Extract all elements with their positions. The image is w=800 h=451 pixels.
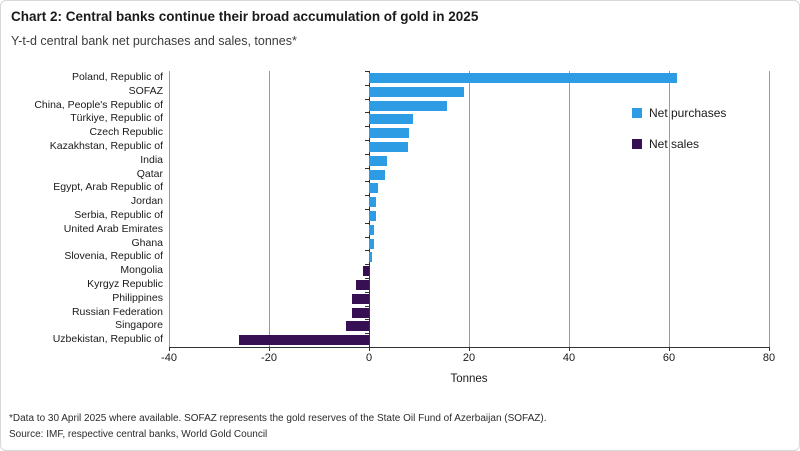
category-tick-mark <box>364 333 369 334</box>
y-category-label: Egypt, Arab Republic of <box>53 181 163 194</box>
y-category-label: China, People's Republic of <box>34 98 163 111</box>
y-category-label: Türkiye, Republic of <box>70 112 163 125</box>
category-tick-mark <box>364 209 369 210</box>
gridline <box>468 71 470 347</box>
bar-net-purchase <box>369 224 374 235</box>
category-tick-mark <box>364 250 369 251</box>
legend-label: Net purchases <box>649 106 727 120</box>
plot-area <box>168 71 770 351</box>
category-tick-mark <box>364 85 369 86</box>
bar-net-sale <box>239 335 369 346</box>
category-tick-mark <box>364 195 369 196</box>
x-axis-tick-mark <box>168 347 170 351</box>
y-category-label: Singapore <box>115 319 163 332</box>
x-axis-tick-labels: -40 -20 0 20 40 60 80 <box>161 352 775 366</box>
bar-net-purchase <box>369 183 378 194</box>
bar-net-sale <box>352 307 369 318</box>
x-axis-title: Tonnes <box>450 373 488 385</box>
x-tick-label: 60 <box>662 352 676 364</box>
category-tick-mark <box>364 181 369 182</box>
x-axis-tick-mark <box>468 347 470 351</box>
bar-net-purchase <box>369 141 408 152</box>
category-tick-mark <box>364 347 369 348</box>
y-category-label: Ghana <box>131 236 163 249</box>
category-tick-mark <box>364 292 369 293</box>
gridline <box>168 71 170 347</box>
zero-axis-line <box>368 71 370 347</box>
y-category-label: Kyrgyz Republic <box>87 278 163 290</box>
legend-item-net-purchases: Net purchases <box>632 106 726 120</box>
category-tick-mark <box>364 99 369 100</box>
y-category-label: Serbia, Republic of <box>74 209 163 221</box>
bar-net-purchase <box>369 252 372 263</box>
category-tick-mark <box>364 126 369 127</box>
y-category-label: Czech Republic <box>89 126 163 139</box>
y-category-label: United Arab Emirates <box>63 222 163 235</box>
x-tick-label: 80 <box>762 352 776 364</box>
y-category-label: Slovenia, Republic of <box>64 250 163 263</box>
x-tick-label: 0 <box>365 352 373 364</box>
x-tick-label: -40 <box>161 352 177 364</box>
y-category-label: Qatar <box>136 167 163 180</box>
category-tick-mark <box>364 71 369 72</box>
y-category-label: Mongolia <box>120 264 163 277</box>
bar-net-sale <box>363 266 369 277</box>
bar-net-purchase <box>369 169 385 180</box>
gridline <box>268 71 270 347</box>
category-tick-mark <box>364 319 369 320</box>
bar-net-purchase <box>369 100 447 111</box>
y-category-label: Jordan <box>130 195 163 208</box>
y-category-label: SOFAZ <box>128 84 163 97</box>
y-category-label: Poland, Republic of <box>71 71 163 83</box>
legend-item-net-sales: Net sales <box>632 137 726 151</box>
chart-title: Chart 2: Central banks continue their br… <box>11 9 479 24</box>
x-tick-label: -20 <box>261 352 277 364</box>
y-category-label: Uzbekistan, Republic of <box>52 333 163 346</box>
x-axis-tick-mark <box>768 347 770 351</box>
bar-net-purchase <box>369 114 413 125</box>
x-axis-tick-mark <box>668 347 670 351</box>
bar-net-purchase <box>369 72 677 83</box>
category-tick-mark <box>364 278 369 279</box>
chart-subtitle: Y-t-d central bank net purchases and sal… <box>11 34 297 48</box>
legend-label: Net sales <box>649 137 700 151</box>
category-tick-mark <box>364 154 369 155</box>
category-tick-mark <box>364 168 369 169</box>
bar-net-purchase <box>369 128 409 139</box>
bar-net-sale <box>352 293 369 304</box>
x-tick-label: 20 <box>462 352 476 364</box>
x-tick-label: 40 <box>562 352 576 364</box>
category-tick-mark <box>364 140 369 141</box>
footnote-line-2: Source: IMF, respective central banks, W… <box>9 429 268 440</box>
net-purchases-swatch-icon <box>632 108 642 118</box>
x-axis-tick-mark <box>368 347 370 351</box>
bar-net-purchase <box>369 86 464 97</box>
y-category-label: Russian Federation <box>71 305 163 318</box>
category-tick-mark <box>364 237 369 238</box>
gridline <box>568 71 570 347</box>
y-category-label: Philippines <box>112 291 163 304</box>
bar-net-purchase <box>369 197 376 208</box>
legend: Net purchases Net sales <box>632 106 726 168</box>
net-sales-swatch-icon <box>632 139 642 149</box>
y-category-label: Kazakhstan, Republic of <box>49 140 163 152</box>
gridline <box>668 71 670 347</box>
bar-net-purchase <box>369 210 376 221</box>
category-tick-mark <box>364 223 369 224</box>
bar-net-sale <box>346 321 369 332</box>
x-axis-tick-mark <box>568 347 570 351</box>
bar-net-purchase <box>369 238 374 249</box>
category-tick-mark <box>364 112 369 113</box>
x-axis-tick-mark <box>268 347 270 351</box>
y-category-label: India <box>140 153 163 166</box>
category-tick-mark <box>364 264 369 265</box>
gridline <box>768 71 770 347</box>
bar-net-purchase <box>369 155 387 166</box>
category-tick-mark <box>364 306 369 307</box>
footnote-line-1: *Data to 30 April 2025 where available. … <box>9 413 547 424</box>
bar-net-sale <box>356 279 369 290</box>
